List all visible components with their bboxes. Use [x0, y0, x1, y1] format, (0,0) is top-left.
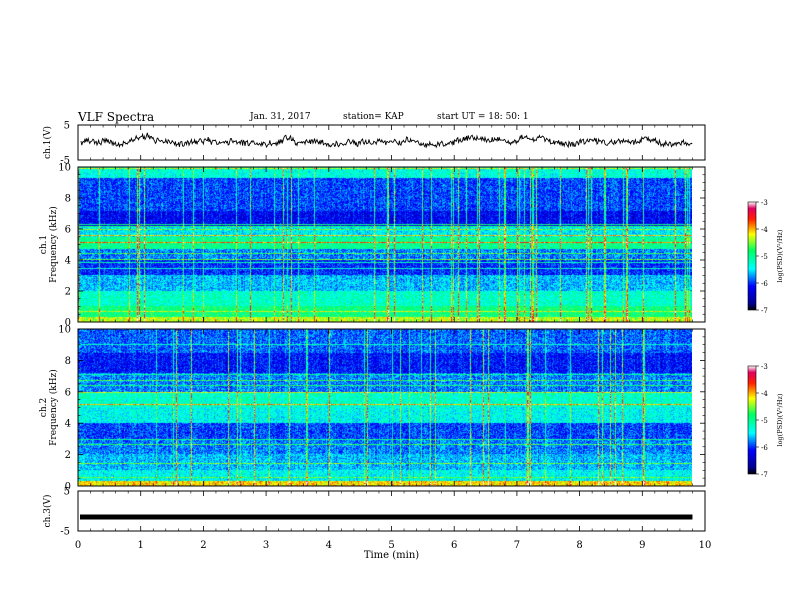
frequency-axis-label: Frequency (kHz) [48, 206, 59, 283]
colorbar-label: log(PSD)(V²/Hz) [776, 393, 784, 446]
ch1-spectrogram-image [78, 167, 692, 322]
colorbar-tick-label: -7 [761, 307, 768, 315]
axis-ticks [77, 124, 706, 532]
frequency-tick-label: 10 [58, 163, 71, 174]
time-tick-label: 8 [576, 540, 582, 551]
figure-title: VLF Spectra [78, 110, 155, 124]
time-axis-label: Time (min) [364, 550, 419, 561]
time-tick-label: 9 [639, 540, 645, 551]
time-tick-label: 6 [451, 540, 457, 551]
colorbar-tick-label: -5 [761, 253, 768, 261]
frequency-tick-label: 0 [65, 482, 71, 493]
frequency-tick-label: 8 [65, 356, 71, 367]
frequency-axis-channel-label: ch.2 [39, 398, 49, 417]
time-tick-label: 3 [263, 540, 269, 551]
colorbar-tick-label: -3 [761, 199, 768, 207]
ch1-spectrogram [78, 167, 692, 322]
colorbars: -3 -4 -5 -6 -7 log(PSD)(V²/Hz) -3 -4 -5 -6 -7 log(P… [747, 199, 784, 479]
time-tick-label: 5 [388, 540, 394, 551]
colorbar-s2 [747, 365, 757, 475]
ch1-waveform-frame [77, 124, 706, 161]
amplitude-tick-label: 5 [64, 487, 70, 498]
colorbar-s1 [747, 201, 757, 311]
ch2-spectrogram-image [78, 329, 692, 486]
ch1-waveform-panel [80, 132, 693, 149]
amplitude-tick-label: -5 [60, 156, 70, 167]
frequency-tick-label: 4 [65, 256, 71, 267]
frequency-tick-label: 6 [65, 225, 71, 236]
time-tick-label: 10 [699, 540, 712, 551]
time-tick-label: 2 [200, 540, 206, 551]
amplitude-tick-label: -5 [60, 527, 70, 538]
frequency-tick-label: 6 [65, 387, 71, 398]
station-label: station= KAP [343, 112, 404, 122]
start-time-label: start UT = 18: 50: 1 [437, 112, 529, 122]
frequency-axis-label: Frequency (kHz) [48, 369, 59, 446]
frequency-tick-label: 2 [65, 287, 71, 298]
colorbar-tick-label: -6 [761, 444, 768, 452]
colorbar-tick-label: -7 [761, 471, 768, 479]
time-tick-label: 7 [514, 540, 520, 551]
amplitude-tick-label: 5 [64, 121, 70, 132]
frequency-tick-label: 4 [65, 419, 71, 430]
time-tick-label: 0 [75, 540, 81, 551]
colorbar-tick-label: -4 [761, 390, 768, 398]
ch3-waveform-frame [77, 490, 706, 532]
frequency-tick-label: 8 [65, 194, 71, 205]
colorbar-tick-label: -3 [761, 363, 768, 371]
frequency-tick-label: 2 [65, 450, 71, 461]
amplitude-axis-label: ch.3(V) [42, 495, 53, 528]
ch2-spectrogram [78, 329, 692, 486]
ch1-waveform-trace [80, 132, 693, 149]
colorbar-tick-label: -6 [761, 280, 768, 288]
frequency-axis-channel-label: ch.1 [39, 235, 49, 254]
frequency-tick-label: 10 [58, 325, 71, 336]
time-tick-label: 4 [326, 540, 332, 551]
date-label: Jan. 31, 2017 [250, 112, 311, 122]
colorbar-tick-label: -4 [761, 226, 768, 234]
colorbar-label: log(PSD)(V²/Hz) [776, 229, 784, 282]
amplitude-axis-label: ch.1(V) [42, 126, 53, 159]
time-tick-label: 1 [138, 540, 144, 551]
colorbar-tick-label: -5 [761, 417, 768, 425]
frequency-tick-label: 0 [65, 318, 71, 329]
